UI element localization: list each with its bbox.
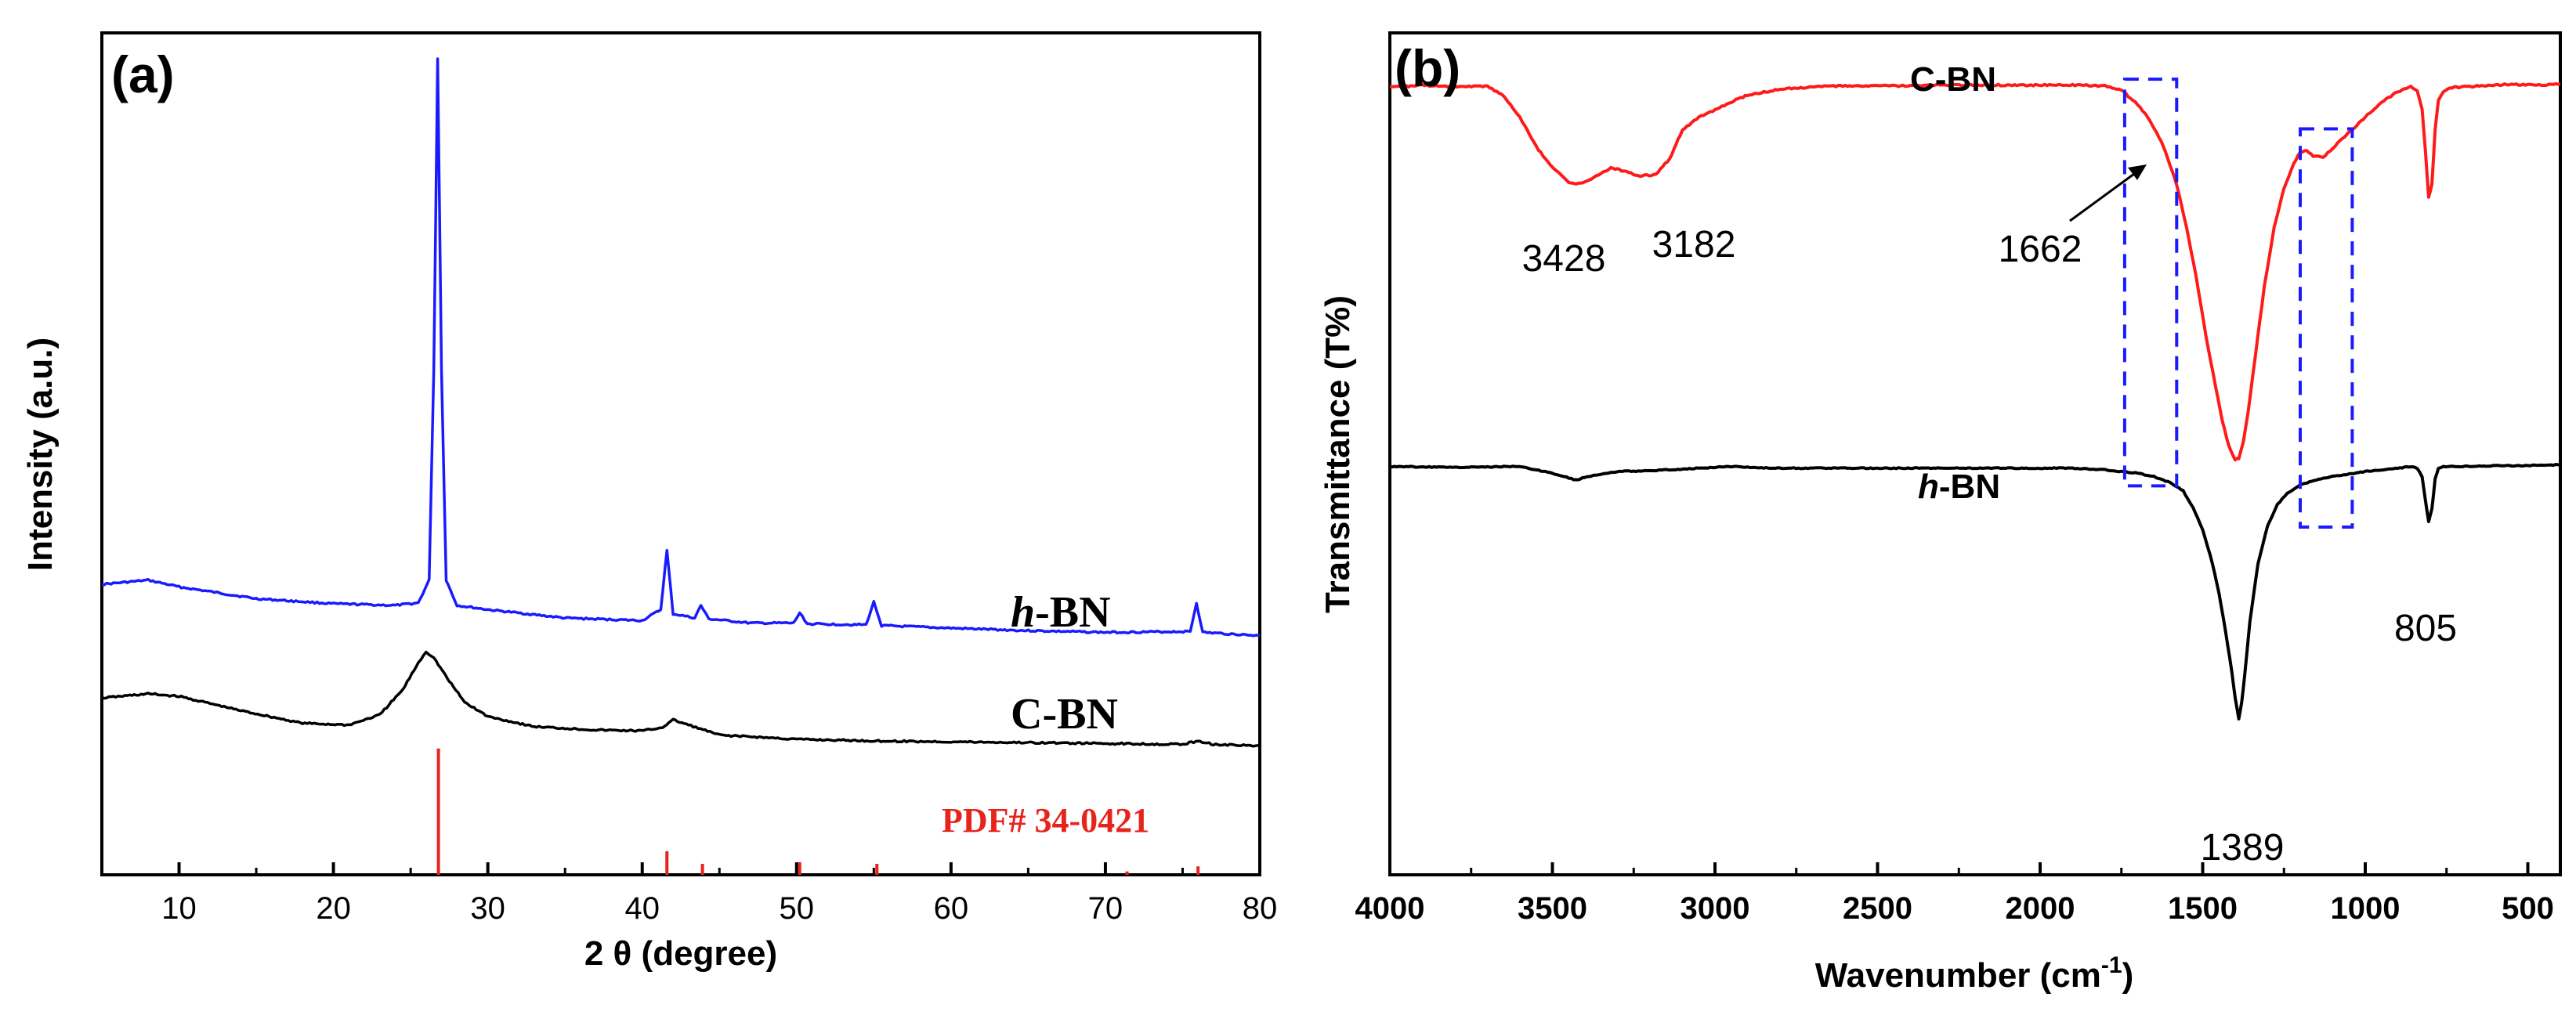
panel-b-frame bbox=[1388, 31, 2562, 876]
series-label-hbn-italic: h bbox=[1918, 468, 1939, 506]
panel-b-label: (b) bbox=[1395, 39, 1460, 97]
panel-b-x-tick-label: 3000 bbox=[1681, 891, 1750, 926]
panel-a-x-tick-label: 70 bbox=[1088, 891, 1123, 926]
annotation-1662: 1662 bbox=[1999, 229, 2082, 270]
panel-b-x-tick-label: 1000 bbox=[2331, 891, 2401, 926]
annotation-805: 805 bbox=[2394, 608, 2457, 649]
series-label-hbn-rest: -BN bbox=[1939, 468, 2000, 506]
series-line-cbn bbox=[1389, 81, 2560, 462]
panel-b-x-label-sup: -1 bbox=[2101, 952, 2122, 978]
panel-a-x-tick-label: 40 bbox=[624, 891, 660, 926]
legend-label-cbn: C-BN bbox=[1011, 690, 1118, 739]
panel-a-x-tick-label: 10 bbox=[161, 891, 197, 926]
panel-b-x-tick-label: 2500 bbox=[1843, 891, 1912, 926]
panel-b-y-axis-label: Transmittance (T%) bbox=[1319, 295, 1357, 613]
legend-label-hbn-rest: -BN bbox=[1035, 588, 1110, 637]
panel-a-x-axis-label: 2 θ (degree) bbox=[584, 934, 777, 973]
annotation-3182: 3182 bbox=[1652, 224, 1736, 265]
panel-a-x-tick-label: 60 bbox=[934, 891, 969, 926]
panel-a-x-tick-label: 30 bbox=[470, 891, 505, 926]
panel-b-x-label-main: Wavenumber (cm bbox=[1815, 956, 2101, 995]
legend-label-hbn: h-BN bbox=[1011, 588, 1111, 637]
panel-a-series bbox=[101, 57, 1261, 748]
panel-b-highlight-boxes bbox=[2122, 78, 2354, 529]
panel-b-x-label-close: ) bbox=[2122, 956, 2134, 995]
panel-b-x-tick-label: 1500 bbox=[2168, 891, 2238, 926]
panel-a-x-tick-label: 50 bbox=[780, 891, 815, 926]
panel-b-x-tick-labels: 4000 3500 3000 2500 2000 1500 1000 500 bbox=[1355, 891, 2554, 926]
panel-b-x-axis-label: Wavenumber (cm-1) bbox=[1815, 952, 2133, 995]
series-label-hbn: h-BN bbox=[1918, 468, 2000, 506]
panel-b-x-tick-label: 2000 bbox=[2006, 891, 2075, 926]
panel-a-x-tick-labels: 10 20 30 40 50 60 70 80 bbox=[161, 891, 1277, 926]
series-line-hbn bbox=[1389, 463, 2561, 721]
panel-a-y-axis-label: Intensity (a.u.) bbox=[21, 338, 60, 571]
panel-b: 4000 3500 3000 2500 2000 1500 1000 500 (b) C-BN… bbox=[1319, 31, 2562, 995]
panel-a: 10 20 30 40 50 60 70 80 (a) h-BN C-BN PDF# 34-0… bbox=[21, 31, 1277, 973]
panel-b-x-tick-label: 3500 bbox=[1518, 891, 1587, 926]
panel-b-series bbox=[1389, 81, 2561, 721]
annotation-3428: 3428 bbox=[1522, 238, 1606, 280]
series-line-cbn bbox=[101, 650, 1261, 748]
panel-a-label: (a) bbox=[111, 45, 175, 103]
annotation-arrow-1662 bbox=[2069, 164, 2147, 222]
annotation-1389: 1389 bbox=[2201, 827, 2285, 869]
series-line-hbn bbox=[101, 57, 1261, 638]
panel-a-x-tick-label: 20 bbox=[316, 891, 351, 926]
panel-a-x-tick-label: 80 bbox=[1243, 891, 1278, 926]
panel-b-x-tick-label: 500 bbox=[2502, 891, 2554, 926]
panel-b-x-ticks bbox=[1388, 862, 2530, 875]
panel-a-x-ticks bbox=[100, 862, 1261, 875]
highlight-box bbox=[2122, 78, 2179, 488]
highlight-box bbox=[2299, 127, 2354, 529]
panel-a-frame bbox=[100, 31, 1261, 876]
series-label-cbn: C-BN bbox=[1910, 60, 1996, 99]
panel-b-x-tick-label: 4000 bbox=[1355, 891, 1425, 926]
legend-label-hbn-italic: h bbox=[1011, 588, 1035, 637]
reference-pdf-label: PDF# 34-0421 bbox=[942, 801, 1149, 840]
panel-a-reference-lines bbox=[436, 748, 1200, 875]
